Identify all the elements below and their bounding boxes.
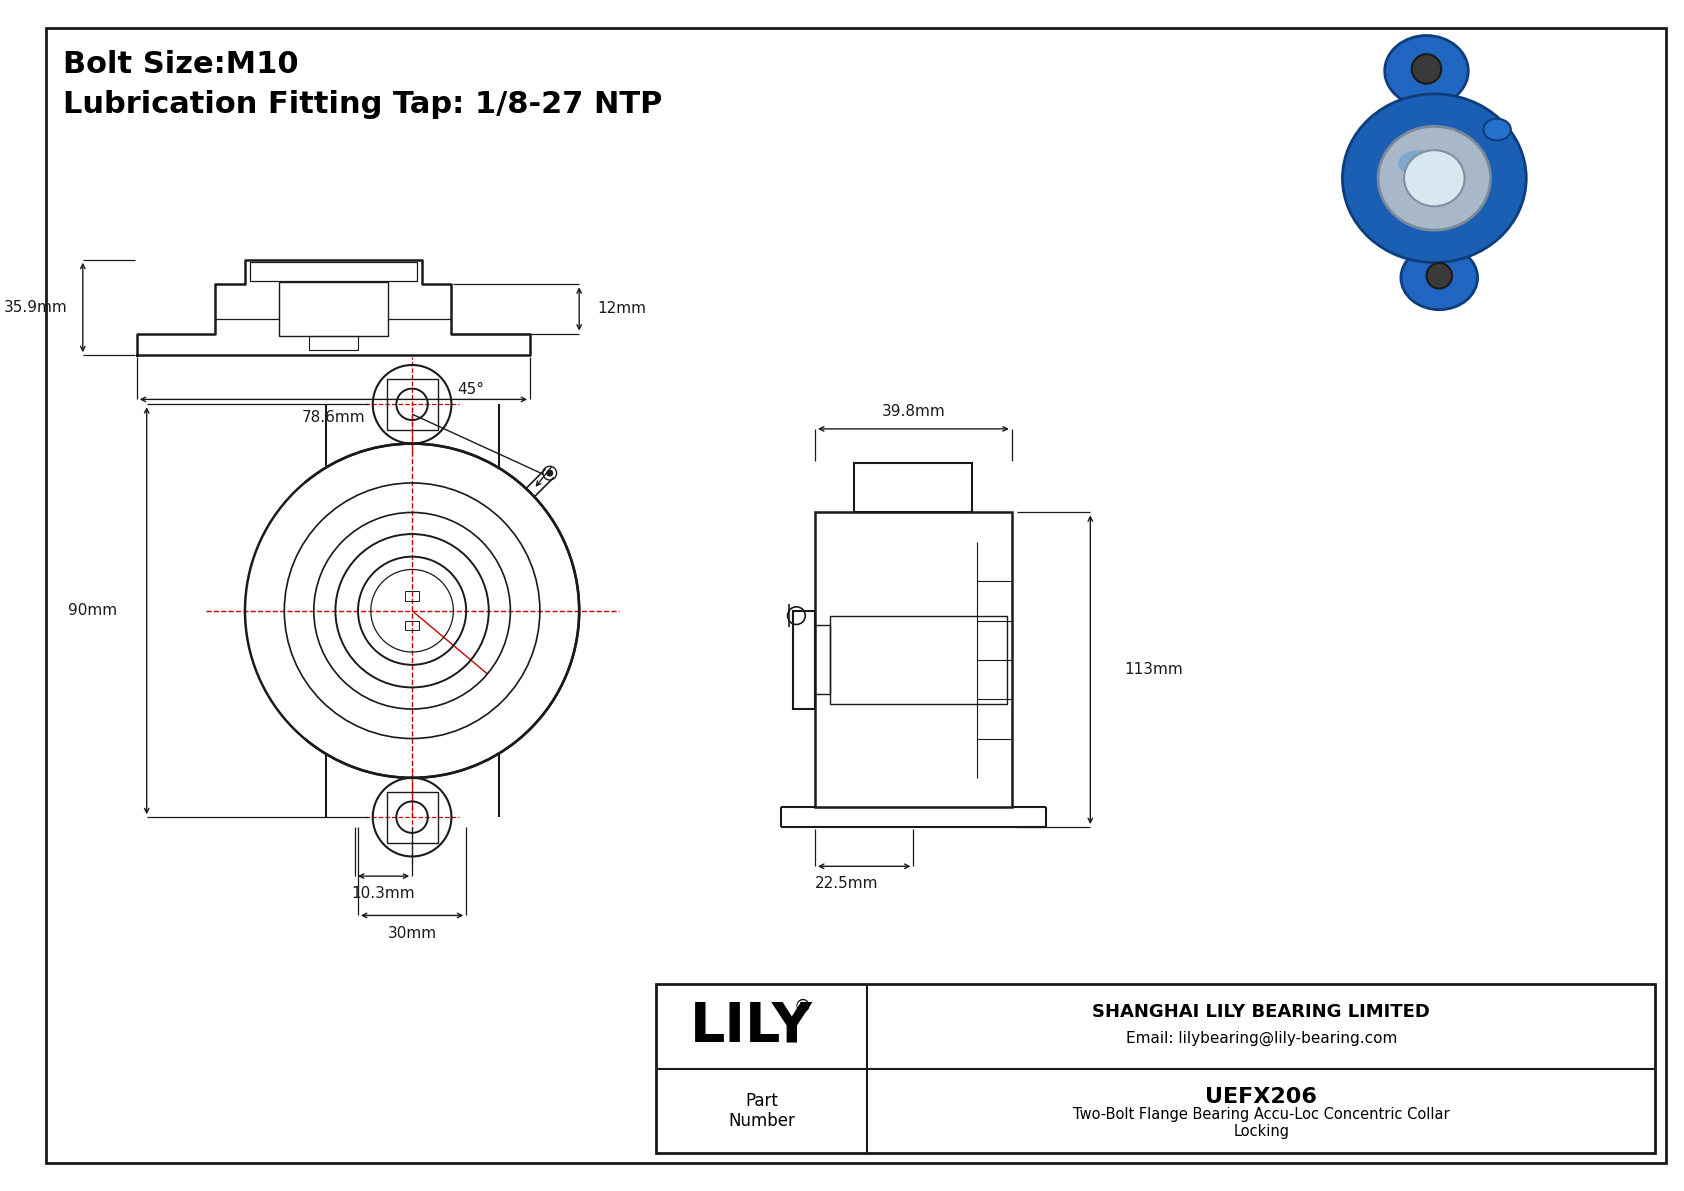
Bar — [655, 984, 1655, 1153]
Bar — [830, 616, 1007, 704]
Bar — [387, 379, 438, 430]
Ellipse shape — [1398, 150, 1442, 177]
Bar — [406, 621, 419, 630]
Text: 113mm: 113mm — [1125, 662, 1184, 678]
Ellipse shape — [1384, 36, 1468, 106]
Text: 45°: 45° — [458, 382, 485, 397]
Bar — [249, 262, 418, 281]
Text: SHANGHAI LILY BEARING LIMITED: SHANGHAI LILY BEARING LIMITED — [1093, 1003, 1430, 1021]
Bar — [793, 611, 815, 709]
Text: Two-Bolt Flange Bearing Accu-Loc Concentric Collar
Locking: Two-Bolt Flange Bearing Accu-Loc Concent… — [1073, 1106, 1450, 1139]
Bar — [280, 282, 387, 336]
Text: UEFX206: UEFX206 — [1206, 1087, 1317, 1108]
Ellipse shape — [1378, 126, 1490, 230]
Text: 39.8mm: 39.8mm — [881, 404, 945, 419]
Text: 78.6mm: 78.6mm — [301, 410, 365, 425]
Bar — [308, 336, 359, 350]
Ellipse shape — [1401, 245, 1477, 310]
Text: 30mm: 30mm — [387, 925, 436, 941]
Ellipse shape — [1484, 119, 1511, 141]
Text: Email: lilybearing@lily-bearing.com: Email: lilybearing@lily-bearing.com — [1125, 1030, 1398, 1046]
Text: 12mm: 12mm — [596, 301, 647, 317]
Text: ®: ® — [793, 998, 812, 1016]
Text: Lubrication Fitting Tap: 1/8-27 NTP: Lubrication Fitting Tap: 1/8-27 NTP — [62, 89, 662, 119]
Text: LILY: LILY — [690, 999, 813, 1054]
Text: 35.9mm: 35.9mm — [5, 300, 67, 314]
Bar — [854, 463, 972, 512]
Ellipse shape — [1342, 94, 1526, 262]
Circle shape — [547, 470, 552, 476]
Bar — [406, 591, 419, 601]
Bar — [815, 512, 1012, 807]
Text: 10.3mm: 10.3mm — [352, 886, 416, 902]
Bar — [387, 792, 438, 843]
Circle shape — [1411, 55, 1442, 83]
Text: Part
Number: Part Number — [727, 1092, 795, 1130]
Text: Bolt Size:M10: Bolt Size:M10 — [62, 50, 298, 80]
Ellipse shape — [1404, 150, 1465, 206]
Text: 22.5mm: 22.5mm — [815, 877, 879, 892]
Text: 90mm: 90mm — [67, 603, 118, 618]
Circle shape — [1426, 263, 1452, 288]
